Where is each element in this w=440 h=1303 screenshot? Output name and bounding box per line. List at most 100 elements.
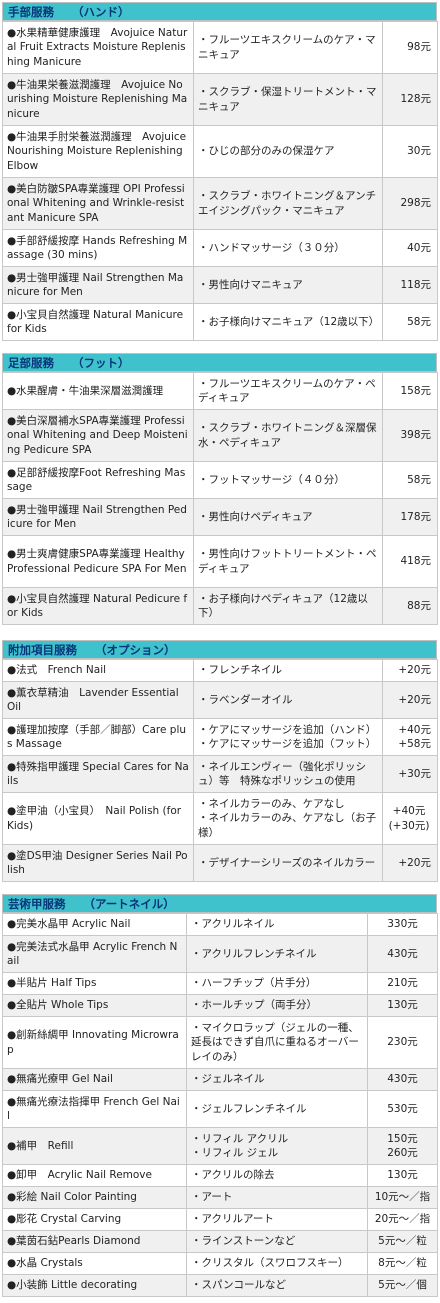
table-row: ●男士強甲護理 Nail Strengthen Manicure for Men… (2, 266, 438, 304)
table-row: ●塗DS甲油 Designer Series Nail Polish ・デザイナー… (2, 844, 438, 882)
service-desc: ・お子様向けペディキュア（12歳以下） (193, 587, 383, 625)
table-row: ●美白防皺SPA專業護理 OPI Professional Whitening … (2, 177, 438, 230)
service-desc: ・スクラブ・ホワイトニング＆アンチエイジングパック・マニキュア (193, 177, 383, 230)
service-price: +40元 (+30元) (382, 792, 438, 845)
service-desc: ・フットマッサージ（４０分） (193, 461, 383, 499)
service-price: 210元 (367, 972, 438, 995)
service-name: ●男士強甲護理 Nail Strengthen Pedicure for Men (2, 498, 194, 536)
service-price: 398元 (382, 409, 438, 462)
service-price: 130元 (367, 994, 438, 1017)
service-desc: ・スクラブ・保湿トリートメント・マニキュア (193, 73, 383, 126)
service-desc: ・マイクロラップ（ジェルの一種、延長はできず自爪に重ねるオーバーレイのみ） (186, 1016, 368, 1069)
service-name: ●牛油果栄養滋潤護理 Avojuice Nourishing Moisture … (2, 73, 194, 126)
service-price: 130元 (367, 1164, 438, 1187)
service-name: ●卸甲 Acrylic Nail Remove (2, 1164, 187, 1187)
table-row: ●塗甲油（小宝貝） Nail Polish (for Kids) ・ネイルカラーの… (2, 792, 438, 845)
service-desc: ・ジェルフレンチネイル (186, 1090, 368, 1128)
service-name: ●美白深層補水SPA專業護理 Professional Whitening an… (2, 409, 194, 462)
table-row: ●完美法式水晶甲 Acrylic French Nail ・アクリルフレンチネイル… (2, 935, 438, 973)
service-name: ●補甲 Refill (2, 1127, 187, 1165)
service-price: 40元 (382, 229, 438, 267)
service-name: ●小宝貝自然護理 Natural Pedicure for Kids (2, 587, 194, 625)
table-row: ●半貼片 Half Tips ・ハーフチップ（片手分） 210元 (2, 972, 438, 995)
service-price: 298元 (382, 177, 438, 230)
service-name: ●無痛光療甲 Gel Nail (2, 1068, 187, 1091)
service-price: 128元 (382, 73, 438, 126)
service-price: 230元 (367, 1016, 438, 1069)
section-title: 芸術甲服務 (8, 897, 66, 911)
section-title: 足部服務 (8, 356, 54, 370)
price-table: ●完美水晶甲 Acrylic Nail ・アクリルネイル 330元 ●完美法式水晶甲… (2, 913, 438, 1297)
table-row: ●牛油果手肘栄養滋潤護理 Avojuice Nourishing Moistur… (2, 125, 438, 178)
service-name: ●水果精華健康護理 Avojuice Natural Fruit Extract… (2, 21, 194, 74)
service-name: ●完美水晶甲 Acrylic Nail (2, 913, 187, 936)
service-price: 150元 260元 (367, 1127, 438, 1165)
service-price: 330元 (367, 913, 438, 936)
service-name: ●足部舒緩按摩Foot Refreshing Massage (2, 461, 194, 499)
table-row: ●小装飾 Little decorating ・スパンコールなど 5元～／個 (2, 1274, 438, 1297)
service-price: 430元 (367, 935, 438, 973)
service-desc: ・フルーツエキスクリームのケア・ペディキュア (193, 372, 383, 410)
service-price: 30元 (382, 125, 438, 178)
table-row: ●小宝貝自然護理 Natural Manicure for Kids ・お子様向け… (2, 303, 438, 341)
section-subtitle: （オプション） (95, 643, 176, 657)
table-row: ●護理加按摩（手部／脚部）Care plus Massage ・ケアにマッサージを… (2, 718, 438, 756)
service-price: 418元 (382, 535, 438, 588)
service-price: 178元 (382, 498, 438, 536)
service-name: ●手部舒緩按摩 Hands Refreshing Massage (30 min… (2, 229, 194, 267)
service-name: ●小宝貝自然護理 Natural Manicure for Kids (2, 303, 194, 341)
service-name: ●彩絵 Nail Color Painting (2, 1186, 187, 1209)
section-title: 手部服務 (8, 5, 54, 19)
service-desc: ・ラインストーンなど (186, 1230, 368, 1253)
table-row: ●無痛光療法指揮甲 French Gel Nail ・ジェルフレンチネイル 530元 (2, 1090, 438, 1128)
service-name: ●完美法式水晶甲 Acrylic French Nail (2, 935, 187, 973)
service-price: 118元 (382, 266, 438, 304)
service-price: 98元 (382, 21, 438, 74)
section-hand: 手部服務 （ハンド） ●水果精華健康護理 Avojuice Natural Fru… (2, 2, 438, 341)
table-row: ●牛油果栄養滋潤護理 Avojuice Nourishing Moisture … (2, 73, 438, 126)
service-desc: ・ハンドマッサージ（３０分） (193, 229, 383, 267)
service-price: +20元 (382, 681, 438, 719)
service-desc: ・ネイルエンヴィー（強化ポリッシュ）等 特殊なポリッシュの使用 (193, 755, 383, 793)
service-price: 158元 (382, 372, 438, 410)
table-row: ●彫花 Crystal Carving ・アクリルアート 20元～／指 (2, 1208, 438, 1231)
service-desc: ・ホールチップ（両手分） (186, 994, 368, 1017)
table-row: ●全貼片 Whole Tips ・ホールチップ（両手分） 130元 (2, 994, 438, 1017)
service-price: 530元 (367, 1090, 438, 1128)
service-desc: ・ひじの部分のみの保湿ケア (193, 125, 383, 178)
table-row: ●男士強甲護理 Nail Strengthen Pedicure for Men… (2, 498, 438, 536)
table-row: ●薫衣草精油 Lavender Essential Oil ・ラベンダーオイル +2… (2, 681, 438, 719)
service-name: ●半貼片 Half Tips (2, 972, 187, 995)
service-name: ●牛油果手肘栄養滋潤護理 Avojuice Nourishing Moistur… (2, 125, 194, 178)
table-row: ●創新絲綢甲 Innovating Microwrap ・マイクロラップ（ジェルの… (2, 1016, 438, 1069)
service-price: 58元 (382, 303, 438, 341)
service-price: 8元～／粒 (367, 1252, 438, 1275)
section-header: 手部服務 （ハンド） (2, 2, 437, 21)
service-price: 58元 (382, 461, 438, 499)
section-options: 附加項目服務 （オプション） ●法式 French Nail ・フレンチネイル +20… (2, 640, 438, 882)
service-desc: ・ケアにマッサージを追加（ハンド） ・ケアにマッサージを追加（フット） (193, 718, 383, 756)
section-title: 附加項目服務 (8, 643, 77, 657)
service-price: 5元～／粒 (367, 1230, 438, 1253)
section-subtitle: （ハンド） (72, 5, 130, 19)
section-foot: 足部服務 （フット） ●水果醒膚・牛油果深層滋潤護理 ・フルーツエキスクリームのケア… (2, 353, 438, 625)
service-desc: ・お子様向けマニキュア（12歳以下） (193, 303, 383, 341)
table-row: ●完美水晶甲 Acrylic Nail ・アクリルネイル 330元 (2, 913, 438, 936)
service-price: +30元 (382, 755, 438, 793)
service-desc: ・デザイナーシリーズのネイルカラー (193, 844, 383, 882)
table-row: ●水晶 Crystals ・クリスタル（スワロフスキー） 8元～／粒 (2, 1252, 438, 1275)
section-header: 足部服務 （フット） (2, 353, 437, 372)
service-desc: ・アクリルフレンチネイル (186, 935, 368, 973)
table-row: ●男士爽膚健康SPA專業護理 Healthy Professional Pedi… (2, 535, 438, 588)
service-desc: ・スクラブ・ホワイトニング＆深層保水・ペディキュア (193, 409, 383, 462)
service-desc: ・男性向けペディキュア (193, 498, 383, 536)
section-subtitle: （フット） (72, 356, 130, 370)
table-row: ●小宝貝自然護理 Natural Pedicure for Kids ・お子様向け… (2, 587, 438, 625)
service-name: ●男士爽膚健康SPA專業護理 Healthy Professional Pedi… (2, 535, 194, 588)
service-desc: ・アクリルネイル (186, 913, 368, 936)
service-name: ●葉茵石鉆Pearls Diamond (2, 1230, 187, 1253)
table-row: ●美白深層補水SPA專業護理 Professional Whitening an… (2, 409, 438, 462)
table-row: ●水果精華健康護理 Avojuice Natural Fruit Extract… (2, 21, 438, 74)
service-desc: ・リフィル アクリル ・リフィル ジェル (186, 1127, 368, 1165)
service-desc: ・フレンチネイル (193, 659, 383, 682)
